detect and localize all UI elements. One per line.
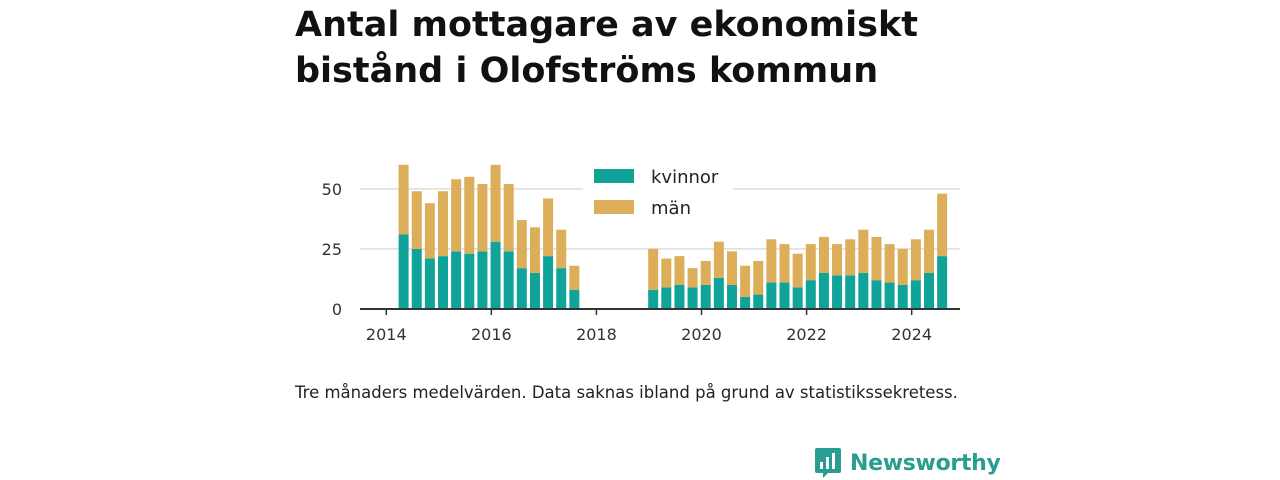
bar-kvinnor — [924, 272, 935, 309]
bar-man — [792, 253, 803, 288]
bar-kvinnor — [845, 275, 856, 309]
bar-kvinnor — [490, 241, 501, 309]
legend-swatch-man — [594, 200, 634, 214]
bar-man — [713, 241, 724, 278]
chart-title: Antal mottagare av ekonomiskt bistånd i … — [295, 5, 918, 91]
bar-kvinnor — [766, 282, 777, 309]
newsworthy-logo-icon — [815, 448, 841, 478]
bar-kvinnor — [451, 251, 462, 309]
bar-man — [424, 203, 435, 259]
x-tick-label: 2014 — [366, 325, 407, 344]
bar-man — [438, 191, 449, 257]
axes: 0 25 50 2014 2016 2018 2020 2022 2024 — [322, 180, 960, 344]
bar-man — [648, 248, 659, 290]
bar-kvinnor — [438, 256, 449, 309]
bar-man — [937, 193, 948, 257]
bar-series — [398, 164, 948, 309]
bar-man — [411, 191, 422, 249]
bar-man — [897, 248, 908, 285]
bar-man — [516, 220, 527, 269]
bar-kvinnor — [556, 268, 567, 309]
bar-kvinnor — [687, 287, 698, 309]
bar-kvinnor — [424, 258, 435, 309]
bar-kvinnor — [910, 280, 921, 309]
bar-kvinnor — [740, 296, 751, 309]
bar-man — [529, 227, 540, 273]
bar-man — [477, 184, 488, 252]
legend-label-man: män — [651, 198, 691, 219]
bar-kvinnor — [411, 248, 422, 309]
bar-kvinnor — [726, 284, 737, 309]
chart-caption: Tre månaders medelvärden. Data saknas ib… — [295, 383, 958, 402]
bar-kvinnor — [477, 251, 488, 309]
bar-kvinnor — [661, 287, 672, 309]
bar-kvinnor — [516, 268, 527, 309]
bar-man — [687, 268, 698, 288]
bar-kvinnor — [398, 234, 409, 309]
legend-swatch-kvinnor — [594, 169, 634, 183]
bar-kvinnor — [569, 289, 580, 309]
bar-man — [884, 244, 895, 283]
bar-kvinnor — [529, 272, 540, 309]
bar-man — [700, 260, 711, 285]
bar-kvinnor — [897, 284, 908, 309]
legend-label-kvinnor: kvinnor — [651, 167, 719, 188]
brand-name: Newsworthy — [850, 450, 1001, 476]
bar-man — [543, 198, 554, 257]
bar-man — [726, 251, 737, 285]
bar-man — [569, 265, 580, 290]
bar-man — [924, 229, 935, 273]
bar-man — [858, 229, 869, 273]
bar-kvinnor — [884, 282, 895, 309]
bar-man — [740, 265, 751, 297]
bar-chart: 0 25 50 2014 2016 2018 2020 2022 2024 kvinnor mä… — [321, 160, 960, 344]
bar-man — [556, 229, 567, 269]
bar-man — [910, 239, 921, 281]
bar-man — [845, 239, 856, 276]
bar-kvinnor — [503, 251, 514, 309]
bar-man — [832, 244, 843, 276]
brand-logo[interactable]: Newsworthy — [814, 447, 1001, 479]
bar-kvinnor — [937, 256, 948, 309]
bar-kvinnor — [805, 280, 816, 309]
bar-kvinnor — [674, 284, 685, 309]
bar-kvinnor — [871, 280, 882, 309]
bar-man — [503, 184, 514, 252]
bar-kvinnor — [858, 272, 869, 309]
bar-man — [779, 244, 790, 283]
bar-man — [805, 244, 816, 281]
x-tick-label: 2020 — [681, 325, 722, 344]
bar-kvinnor — [700, 284, 711, 309]
bar-man — [871, 236, 882, 281]
bar-kvinnor — [779, 282, 790, 309]
x-tick-label: 2016 — [471, 325, 512, 344]
bar-man — [464, 176, 475, 254]
bar-man — [490, 164, 501, 242]
x-tick-label: 2024 — [891, 325, 932, 344]
bar-man — [661, 258, 672, 288]
bar-man — [674, 256, 685, 285]
bar-man — [753, 260, 764, 295]
bar-man — [451, 179, 462, 252]
bar-man — [766, 239, 777, 283]
y-tick-label: 50 — [322, 180, 342, 199]
bar-kvinnor — [648, 289, 659, 309]
x-tick-label: 2022 — [786, 325, 827, 344]
x-tick-label: 2018 — [576, 325, 617, 344]
bar-kvinnor — [713, 277, 724, 309]
bar-kvinnor — [464, 253, 475, 309]
legend: kvinnor män — [583, 160, 733, 222]
bar-man — [398, 164, 409, 235]
bar-kvinnor — [543, 256, 554, 309]
y-tick-label: 25 — [322, 240, 342, 259]
bar-kvinnor — [792, 287, 803, 309]
bar-kvinnor — [832, 275, 843, 309]
bar-man — [818, 236, 829, 273]
y-tick-label: 0 — [332, 300, 342, 319]
bar-kvinnor — [753, 294, 764, 309]
bar-kvinnor — [818, 272, 829, 309]
